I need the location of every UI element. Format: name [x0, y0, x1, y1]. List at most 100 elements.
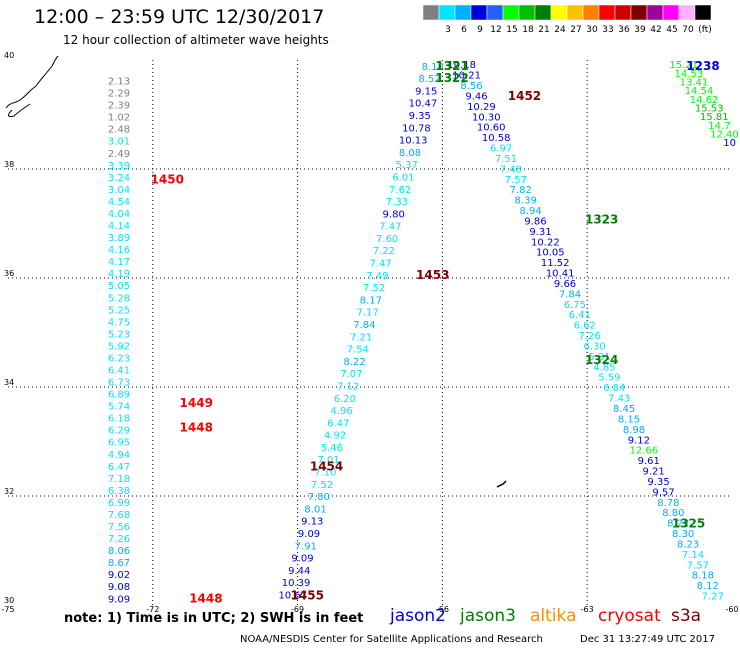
wave-height-value: 9.46 [465, 91, 487, 102]
plot-grid [8, 60, 732, 605]
wave-height-value: 7.47 [379, 222, 401, 233]
page-subtitle: 12 hour collection of altimeter wave hei… [63, 33, 329, 47]
wave-height-value: 3.04 [108, 185, 130, 196]
agency-credit: NOAA/NESDIS Center for Satellite Applica… [240, 634, 543, 645]
wave-height-value: 7.52 [311, 480, 333, 491]
wave-height-value: 7.91 [295, 541, 317, 552]
wave-height-value: 4.14 [108, 221, 130, 232]
wave-height-value: 3.24 [108, 173, 130, 184]
wave-height-value: 8.98 [623, 425, 645, 436]
wave-height-value: 6.47 [108, 462, 130, 473]
x-tick-label: -69 [291, 605, 304, 614]
wave-height-value: 9.09 [108, 594, 130, 605]
wave-height-value: 7.52 [363, 283, 385, 294]
coastline-north-america [5, 55, 59, 117]
wave-height-value: 8.08 [399, 148, 421, 159]
wave-height-value: 9.13 [301, 517, 323, 528]
wave-height-value: 10.22 [531, 237, 560, 248]
wave-height-value: 8.18 [692, 571, 714, 582]
wave-height-value: 8.30 [672, 529, 694, 540]
wave-height-value: 8.06 [108, 546, 130, 557]
wave-height-value: 7.57 [687, 560, 709, 571]
colorbar-tick-label: 6 [461, 25, 467, 35]
colorbar-swatch [630, 4, 648, 21]
wave-height-value: 10.21 [452, 71, 481, 82]
wave-height-value: 7.26 [108, 534, 130, 545]
colorbar-swatch [518, 4, 536, 21]
wave-height-value: 7.07 [340, 369, 362, 380]
y-tick-label: 32 [4, 487, 14, 496]
wave-height-value: 8.22 [343, 357, 365, 368]
pass-label: 1454 [310, 459, 343, 473]
y-tick-label: 34 [4, 378, 14, 387]
pass-label: 1452 [508, 89, 541, 103]
wave-height-value: 10.41 [546, 269, 575, 280]
satellite-legend-altika: altika [530, 606, 577, 626]
x-tick-label: -72 [146, 605, 159, 614]
wave-height-value: 8.39 [515, 196, 537, 207]
x-tick-label: -66 [436, 605, 449, 614]
colorbar-unit-label: (ft) [698, 25, 712, 35]
wave-height-value: 7.22 [373, 246, 395, 257]
wave-height-value: 3.01 [108, 137, 130, 148]
footnote: note: 1) Time is in UTC; 2) SWH is in fe… [64, 611, 364, 626]
colorbar-tick-label: 27 [570, 25, 581, 35]
wave-height-value: 4.94 [108, 450, 130, 461]
wave-height-value: 7.33 [386, 197, 408, 208]
colorbar-tick-label: 36 [618, 25, 630, 35]
wave-height-value: 7.57 [505, 175, 527, 186]
wave-height-value: 7.62 [389, 185, 411, 196]
wave-height-value: 14.54 [685, 86, 714, 97]
wave-height-value: 7.48 [500, 164, 522, 175]
wave-height-value: 8.78 [657, 498, 679, 509]
colorbar-swatch [566, 4, 584, 21]
colorbar-tick-label: 15 [506, 25, 517, 35]
wave-height-value: 12.66 [629, 446, 658, 457]
y-tick-label: 38 [4, 160, 14, 169]
y-tick-label: 36 [4, 269, 14, 278]
wave-height-value: 2.29 [108, 89, 130, 100]
wave-height-value: 7.43 [608, 394, 630, 405]
wave-height-value: 7.80 [308, 492, 330, 503]
colorbar-tick-label: 12 [490, 25, 501, 35]
wave-height-value: 6.75 [564, 300, 586, 311]
colorbar-tick-label: 42 [650, 25, 661, 35]
wave-height-value: 8.18 [422, 62, 444, 73]
satellite-legend-s3a: s3a [671, 606, 702, 626]
wave-height-value: 6.41 [569, 310, 591, 321]
wave-height-value: 9.57 [652, 487, 674, 498]
wave-height-value: 4.19 [108, 269, 130, 280]
wave-height-value: 9.66 [554, 279, 576, 290]
wave-height-value: 15.53 [695, 103, 724, 114]
wave-height-value: 10.78 [402, 123, 431, 134]
colorbar-tick-label: 70 [682, 25, 694, 35]
colorbar-tick-label: 39 [634, 25, 646, 35]
wave-height-value: 10 [723, 138, 736, 149]
wave-height-value: 4.04 [108, 209, 130, 220]
wave-height-value: 6.62 [574, 321, 596, 332]
wave-height-value: 3.39 [108, 161, 130, 172]
wave-height-value: 9.09 [291, 554, 313, 565]
pass-label: 1325 [672, 517, 705, 531]
pass-label: 1448 [180, 421, 213, 435]
wave-height-value: 4.96 [330, 406, 352, 417]
coastline [5, 55, 507, 488]
wave-height-value: 2.13 [108, 77, 130, 88]
wave-height-value: 4.16 [108, 245, 130, 256]
colorbar-swatch [550, 4, 568, 21]
wave-height-value: 6.99 [108, 498, 130, 509]
island-bermuda [496, 480, 507, 488]
wave-height-value: 7.21 [350, 332, 372, 343]
colorbar-tick-label: 45 [666, 25, 677, 35]
wave-height-value: 9.09 [298, 529, 320, 540]
wave-height-value: 11.52 [541, 258, 570, 269]
wave-height-value: 10.60 [477, 123, 506, 134]
pass-label: 1450 [151, 173, 184, 187]
colorbar-swatch [454, 4, 472, 21]
wave-height-value: 13.41 [680, 77, 709, 88]
wave-height-value: 5.46 [321, 443, 343, 454]
wave-height-value: 7.01 [317, 455, 339, 466]
wave-height-value: 5.05 [108, 281, 130, 292]
colorbar-swatch [678, 4, 696, 21]
